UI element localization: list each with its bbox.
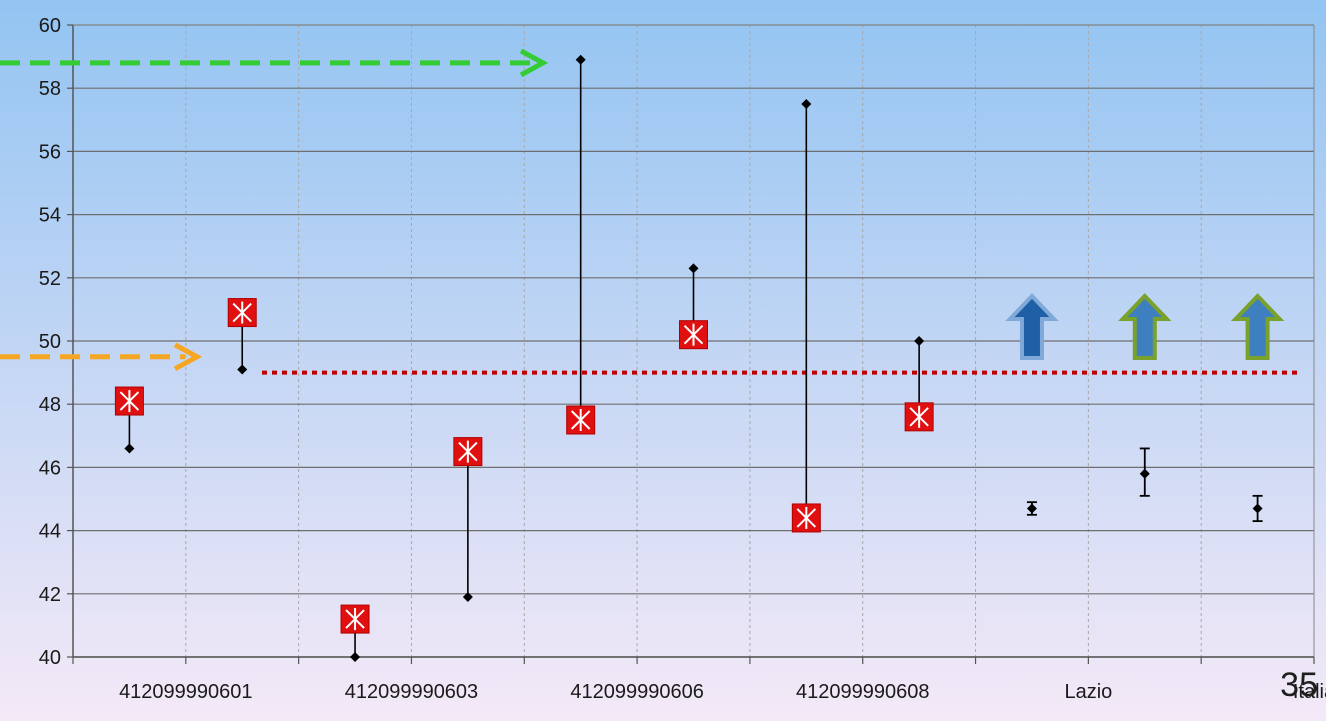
y-tick-label: 44 [39, 521, 61, 543]
up-arrow-icon [1005, 293, 1059, 360]
red-square-marker [566, 405, 596, 435]
labels-layer: 40 42 44 46 48 50 52 54 56 58 60 412099990601 412099… [39, 15, 1326, 703]
reference-layer [0, 48, 1302, 375]
red-square-marker [679, 320, 708, 350]
red-square-marker [340, 604, 370, 634]
diamond-marker [350, 652, 361, 662]
diamond-marker [801, 99, 812, 109]
y-tick-label: 56 [39, 141, 61, 163]
pointer-arrow-head [519, 48, 549, 78]
diamond-marker [124, 443, 135, 454]
pointer-arrow-head [173, 342, 203, 371]
y-tick-label: 54 [39, 205, 61, 227]
y-tick-label: 52 [39, 268, 61, 290]
x-tick-label: Italia [1293, 681, 1326, 703]
diamond-marker [462, 591, 473, 602]
y-tick-label: 46 [39, 457, 61, 479]
pointer-arrow [0, 48, 549, 78]
x-tick-label: Lazio [1064, 681, 1112, 703]
diamond-marker [1252, 503, 1263, 514]
diamond-marker [1139, 468, 1150, 479]
axes [67, 24, 1315, 664]
diamond-marker [1026, 503, 1037, 514]
y-tick-label: 42 [39, 584, 61, 606]
y-tick-label: 50 [39, 331, 61, 353]
diamond-marker [575, 54, 586, 65]
page-number: 35 [1280, 666, 1318, 704]
red-square-marker [453, 437, 483, 467]
pointer-arrow [0, 342, 203, 371]
x-tick-label: 412099990606 [570, 681, 703, 703]
red-square-marker [791, 503, 821, 533]
up-arrow-icon [1118, 293, 1172, 360]
up-arrow-icon [1230, 293, 1285, 360]
y-tick-label: 58 [39, 78, 61, 100]
red-square-marker [114, 386, 144, 416]
diamond-marker [914, 336, 925, 346]
marks-layer [114, 54, 1285, 662]
red-square-marker [904, 402, 934, 432]
x-tick-label: 412099990603 [345, 681, 478, 703]
diamond-marker [688, 263, 699, 274]
y-tick-label: 48 [39, 394, 61, 416]
x-tick-label: 412099990601 [119, 681, 252, 703]
y-tick-label: 40 [39, 647, 61, 669]
x-tick-label: 412099990608 [796, 681, 929, 703]
y-tick-label: 60 [39, 15, 61, 37]
red-square-marker [227, 298, 257, 328]
diamond-marker [237, 364, 248, 375]
